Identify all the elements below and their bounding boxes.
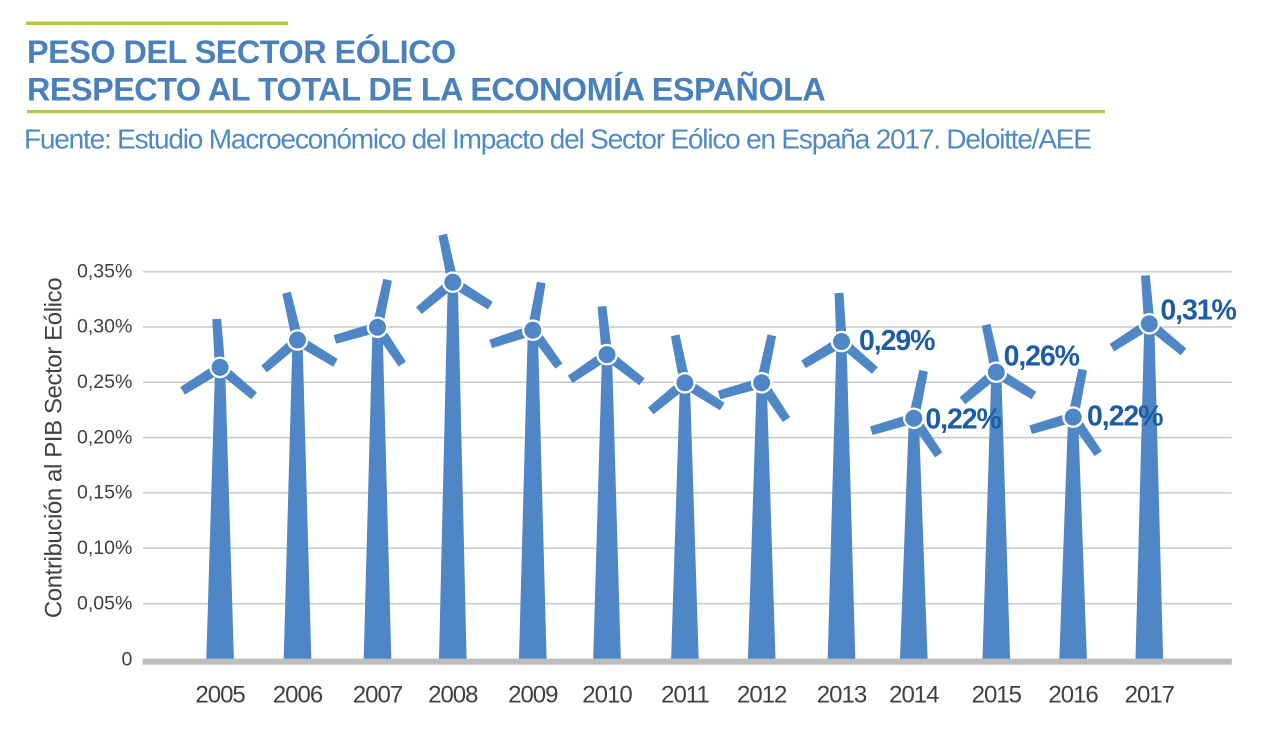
svg-text:2015: 2015: [972, 682, 1022, 709]
svg-text:2009: 2009: [508, 682, 558, 709]
svg-text:2012: 2012: [737, 682, 787, 709]
svg-text:PESO DEL SECTOR EÓLICO: PESO DEL SECTOR EÓLICO: [27, 33, 456, 70]
svg-text:2016: 2016: [1048, 682, 1098, 709]
svg-text:2010: 2010: [582, 682, 632, 709]
svg-text:2007: 2007: [353, 682, 403, 709]
svg-text:0: 0: [121, 649, 132, 671]
svg-text:0,22%: 0,22%: [1087, 400, 1163, 432]
svg-text:0,31%: 0,31%: [1160, 295, 1236, 327]
svg-text:2006: 2006: [273, 682, 323, 709]
svg-text:Contribución al PIB Sector Eól: Contribución al PIB Sector Eólico: [41, 278, 68, 618]
svg-text:0,25%: 0,25%: [77, 371, 132, 393]
svg-text:0,05%: 0,05%: [77, 592, 132, 614]
svg-text:0,29%: 0,29%: [859, 325, 935, 357]
svg-text:0,22%: 0,22%: [925, 403, 1001, 435]
svg-text:2017: 2017: [1125, 682, 1175, 709]
svg-text:0,26%: 0,26%: [1004, 341, 1080, 373]
svg-text:2011: 2011: [661, 682, 709, 709]
svg-text:0,15%: 0,15%: [77, 482, 132, 504]
svg-text:2014: 2014: [889, 682, 939, 709]
svg-text:0,20%: 0,20%: [77, 426, 132, 448]
svg-text:0,10%: 0,10%: [77, 537, 132, 559]
svg-text:0,30%: 0,30%: [77, 316, 132, 338]
svg-text:RESPECTO AL TOTAL DE LA ECONOM: RESPECTO AL TOTAL DE LA ECONOMÍA ESPAÑOL…: [27, 71, 825, 108]
svg-text:0,35%: 0,35%: [77, 260, 132, 282]
svg-text:Fuente: Estudio Macroeconómico: Fuente: Estudio Macroeconómico del Impac…: [24, 124, 1091, 155]
svg-text:2013: 2013: [817, 682, 867, 709]
svg-text:2008: 2008: [428, 682, 478, 709]
svg-text:2005: 2005: [195, 682, 245, 709]
